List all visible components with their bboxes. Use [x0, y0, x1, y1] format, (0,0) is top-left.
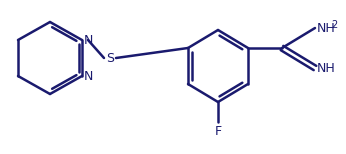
Text: NH: NH — [317, 22, 336, 34]
Text: NH: NH — [317, 61, 336, 75]
Text: N: N — [84, 34, 93, 47]
Text: S: S — [106, 51, 114, 65]
Text: N: N — [84, 69, 93, 83]
Text: 2: 2 — [331, 20, 337, 30]
Text: F: F — [215, 125, 221, 138]
